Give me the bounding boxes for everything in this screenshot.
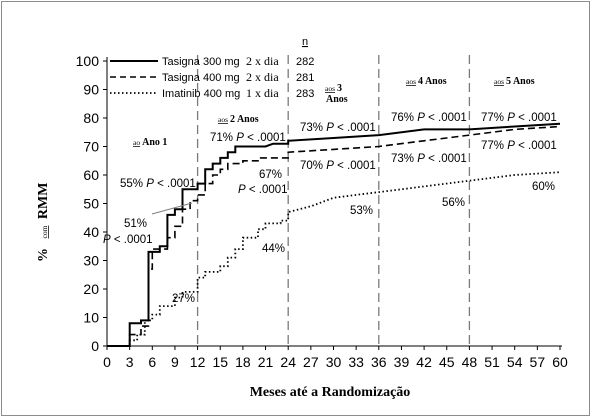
y-tick-label-10: 10 [83,310,99,326]
x-tick-label-15: 15 [212,354,228,370]
series-line-3 [107,171,561,347]
y-tick-label-20: 20 [83,281,99,297]
x-tick-label-0: 0 [103,354,111,370]
annotation-51-p: P < .0001 [103,234,153,246]
annotation-73a: 73% P < .0001 [300,122,376,134]
y-tick-label-60: 60 [83,167,99,183]
year-label-3: aos 3 [325,83,342,94]
series-line-1 [107,122,561,347]
x-tick-label-48: 48 [462,354,478,370]
x-tick-label-6: 6 [148,354,156,370]
legend-n-1: 282 [296,56,314,68]
x-tick-label-33: 33 [348,354,364,370]
annotations: 55% P < .0001 51% P < .0001 27% 71% P < … [103,112,557,305]
year-label-5: aos 5 Anos [494,76,535,87]
x-tick-label-54: 54 [507,354,523,370]
x-tick-label-27: 27 [303,354,319,370]
year-label-2: aos 2 Anos [218,114,259,125]
y-tick-label-80: 80 [83,110,99,126]
x-tick-label-45: 45 [439,354,455,370]
legend-dose-3: 1 x dia [246,86,279,100]
year-label-4: aos 4 Anos [406,76,447,87]
x-tick-label-30: 30 [326,354,342,370]
x-tick-label-24: 24 [280,354,296,370]
annotation-27: 27% [172,293,195,305]
legend-drug-1: Tasigna 300 mg [162,56,240,68]
annotation-53: 53% [350,205,373,217]
legend-entry-3: Imatinib 400 mg 1 x dia 283 [110,86,314,100]
x-tick-label-3: 3 [126,354,134,370]
annotation-67-p: P < .0001 [238,184,288,196]
x-tick-label-57: 57 [530,354,546,370]
annotation-51: 51% [124,218,147,230]
legend-n-2: 281 [296,72,314,84]
x-tick-label-39: 39 [394,354,410,370]
legend-dose-2: 2 x dia [246,70,279,84]
legend-entry-1: Tasigna 300 mg 2 x dia 282 [110,54,314,68]
x-tick-label-60: 60 [552,354,568,370]
annotation-77b: 77% P < .0001 [481,140,557,152]
legend-drug-3: Imatinib 400 mg [162,88,240,100]
x-tick-label-51: 51 [484,354,500,370]
legend: n Tasigna 300 mg 2 x dia 282 Tasigna 400… [110,36,314,100]
annotation-76: 76% P < .0001 [391,112,467,124]
legend-drug-2: Tasigna 400 mg [162,72,240,84]
x-tick-label-21: 21 [258,354,274,370]
annotation-44: 44% [262,243,285,255]
year-label-3b: Anos [326,94,348,105]
x-tick-label-18: 18 [235,354,251,370]
y-axis-main: RMM [36,183,51,220]
x-tick-label-9: 9 [171,354,179,370]
legend-header: n [302,36,308,48]
y-tick-label-40: 40 [83,224,99,240]
annotation-73b: 73% P < .0001 [391,153,467,165]
y-tick-label-50: 50 [83,196,99,212]
y-tick-label-70: 70 [83,139,99,155]
year-labels: ao Ano 1 aos 2 Anos aos 3 Anos aos 4 Anos ao… [133,76,535,148]
annotation-77a: 77% P < .0001 [481,112,557,124]
x-tick-label-36: 36 [371,354,387,370]
annotation-56: 56% [442,197,465,209]
annotation-60: 60% [532,181,555,193]
y-axis-prefix: % [36,248,51,262]
y-tick-label-30: 30 [83,253,99,269]
annotation-71: 71% P < .0001 [210,132,286,144]
annotation-51-leader [151,202,193,215]
svg-text:% com RMM: % com RMM [36,183,51,262]
year-label-1: ao Ano 1 [133,137,167,148]
annotation-55: 55% P < .0001 [120,178,196,190]
x-axis-title: Meses até a Randomização [250,385,411,400]
y-axis-small: com [40,225,49,238]
x-tick-label-12: 12 [190,354,206,370]
legend-n-3: 283 [296,88,314,100]
y-axis-title: % com RMM [36,183,51,262]
x-tick-label-42: 42 [416,354,432,370]
y-tick-label-0: 0 [91,338,99,354]
annotation-67: 67% [259,169,282,181]
legend-entry-2: Tasigna 400 mg 2 x dia 281 [110,70,314,84]
annotation-70: 70% P < .0001 [300,160,376,172]
y-tick-label-90: 90 [83,82,99,98]
legend-dose-1: 2 x dia [246,54,279,68]
y-tick-label-100: 100 [76,53,100,69]
